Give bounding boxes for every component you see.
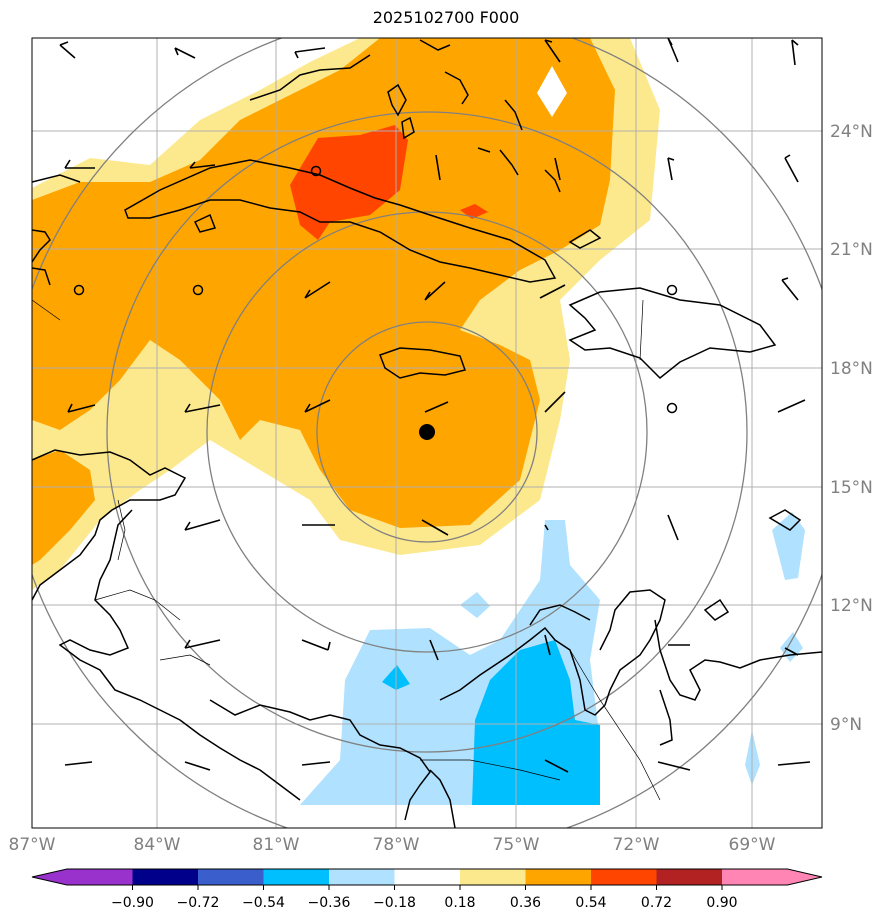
colorbar-tick-label: 0.72 [641,895,672,911]
coastlines [32,39,822,828]
colorbar-tick-label: −0.18 [373,895,416,911]
colorbar-bin [722,869,788,885]
lon-label: 81°W [253,835,300,855]
lon-label: 84°W [134,835,181,855]
colorbar-tick-label: 0.90 [706,895,737,911]
lat-label: 12°N [830,596,873,616]
colorbar-tick-label: 0.54 [575,895,606,911]
colorbar-bin [263,869,329,885]
lat-label: 18°N [830,359,873,379]
colorbar-bin [656,869,722,885]
borders [32,299,661,801]
wind-barbs [59,38,811,773]
colorbar-bin [591,869,657,885]
shading-positive-strong [290,125,488,240]
lon-label: 75°W [493,835,540,855]
lon-label: 72°W [613,835,660,855]
colorbar-bin [394,869,460,885]
lat-label: 21°N [830,240,873,260]
colorbar-tick-label: −0.72 [177,895,220,911]
lon-labels: 87°W 84°W 81°W 78°W 75°W 72°W 69°W [9,835,776,855]
map-area [32,38,822,828]
lon-label: 78°W [373,835,420,855]
shading-positive-moderate [32,38,615,565]
calm-markers [73,165,678,414]
colorbar: −0.90 −0.72 −0.54 −0.36 −0.18 0.18 0.36 … [31,868,823,911]
lat-label: 24°N [830,122,873,142]
lat-label: 15°N [830,478,873,498]
storm-center-dot [419,424,435,440]
colorbar-bin [198,869,264,885]
colorbar-bin [67,869,133,885]
colorbar-bin [329,869,395,885]
colorbar-outline [31,868,823,886]
colorbar-bin [460,869,526,885]
colorbar-low-extend [32,869,67,885]
colorbar-tick-label: −0.54 [242,895,285,911]
lon-label: 87°W [9,835,56,855]
graticule [32,38,822,828]
shading-hole [537,66,567,117]
colorbar-high-extend [787,869,822,885]
range-rings [32,38,822,828]
lon-label: 69°W [729,835,776,855]
colorbar-bin [525,869,591,885]
shading-negative-moderate [382,640,600,805]
colorbar-tick-label: −0.90 [111,895,154,911]
colorbar-tick-label: 0.36 [510,895,541,911]
colorbar-tick-label: −0.36 [308,895,351,911]
lat-label: 9°N [830,715,862,735]
map-title: 2025102700 F000 [372,8,520,27]
colorbar-tick-label: 0.18 [444,895,475,911]
map-frame [31,37,823,829]
colorbar-bin [132,869,198,885]
colorbar-ticks [132,885,723,890]
lat-labels: 24°N 21°N 18°N 15°N 12°N 9°N [830,122,873,735]
